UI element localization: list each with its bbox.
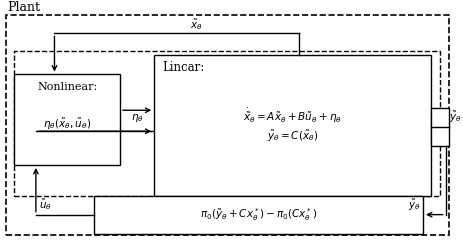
Bar	[430, 108, 448, 146]
Text: $\eta_{\theta}(\tilde{x}_{\theta}, \tilde{u}_{\theta})$: $\eta_{\theta}(\tilde{x}_{\theta}, \tild…	[43, 117, 91, 132]
Bar	[94, 196, 422, 234]
Text: Lincar:: Lincar:	[162, 61, 204, 74]
Text: $\tilde{y}_{\theta}$: $\tilde{y}_{\theta}$	[407, 198, 420, 213]
Text: $\pi_0(\tilde{y}_{\theta} + Cx^*_{\theta}) - \pi_0(Cx^*_{\theta})$: $\pi_0(\tilde{y}_{\theta} + Cx^*_{\theta…	[199, 206, 316, 223]
Text: $\tilde{u}_{\theta}$: $\tilde{u}_{\theta}$	[39, 197, 52, 212]
Text: $\eta_{\theta}$: $\eta_{\theta}$	[131, 112, 143, 124]
Text: $\dot{\tilde{x}}_{\theta} = A\tilde{x}_{\theta} + B\tilde{u}_{\theta} + \eta_{\t: $\dot{\tilde{x}}_{\theta} = A\tilde{x}_{…	[243, 107, 341, 125]
Text: Nonlinear:: Nonlinear:	[37, 82, 97, 92]
Text: $\tilde{x}_{\theta}$: $\tilde{x}_{\theta}$	[189, 17, 202, 32]
Text: $\tilde{y}_{\theta}$: $\tilde{y}_{\theta}$	[449, 110, 461, 125]
Bar	[14, 75, 120, 165]
Text: Plant: Plant	[7, 1, 40, 15]
Bar	[14, 51, 439, 196]
Text: $\tilde{y}_{\theta} = C(\tilde{x}_{\theta})$: $\tilde{y}_{\theta} = C(\tilde{x}_{\thet…	[266, 129, 318, 144]
Bar	[154, 55, 430, 196]
